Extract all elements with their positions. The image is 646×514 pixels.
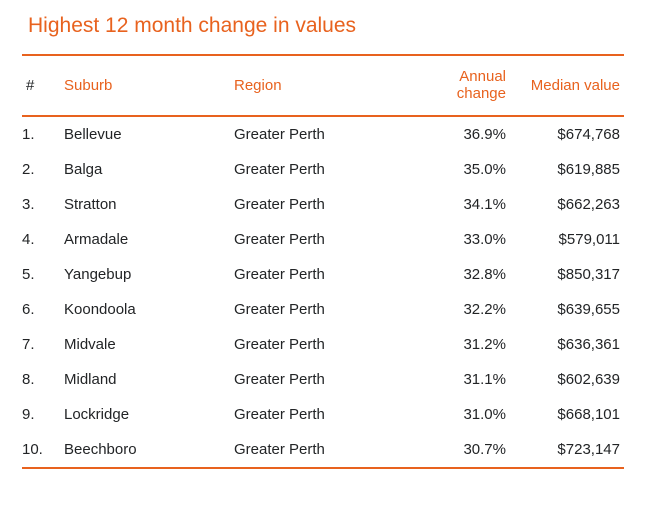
cell-median: $636,361 — [510, 327, 624, 362]
cell-region: Greater Perth — [230, 222, 410, 257]
cell-rank: 10. — [22, 432, 60, 468]
cell-suburb: Bellevue — [60, 116, 230, 152]
cell-change: 34.1% — [410, 187, 510, 222]
col-header-region: Region — [230, 55, 410, 116]
cell-median: $619,885 — [510, 152, 624, 187]
cell-suburb: Stratton — [60, 187, 230, 222]
cell-suburb: Armadale — [60, 222, 230, 257]
cell-change: 31.0% — [410, 397, 510, 432]
table-row: 9. Lockridge Greater Perth 31.0% $668,10… — [22, 397, 624, 432]
cell-change: 35.0% — [410, 152, 510, 187]
cell-rank: 1. — [22, 116, 60, 152]
cell-region: Greater Perth — [230, 187, 410, 222]
cell-rank: 2. — [22, 152, 60, 187]
col-header-rank: # — [22, 55, 60, 116]
cell-change: 36.9% — [410, 116, 510, 152]
cell-suburb: Balga — [60, 152, 230, 187]
table-row: 3. Stratton Greater Perth 34.1% $662,263 — [22, 187, 624, 222]
section-title: Highest 12 month change in values — [28, 14, 624, 38]
cell-region: Greater Perth — [230, 397, 410, 432]
cell-suburb: Midland — [60, 362, 230, 397]
report-section: Highest 12 month change in values # Subu… — [0, 0, 646, 481]
cell-median: $674,768 — [510, 116, 624, 152]
cell-median: $639,655 — [510, 292, 624, 327]
cell-median: $662,263 — [510, 187, 624, 222]
table-row: 8. Midland Greater Perth 31.1% $602,639 — [22, 362, 624, 397]
col-header-change: Annual change — [410, 55, 510, 116]
cell-change: 32.8% — [410, 257, 510, 292]
table-row: 1. Bellevue Greater Perth 36.9% $674,768 — [22, 116, 624, 152]
cell-region: Greater Perth — [230, 152, 410, 187]
col-header-suburb: Suburb — [60, 55, 230, 116]
cell-change: 32.2% — [410, 292, 510, 327]
cell-region: Greater Perth — [230, 116, 410, 152]
cell-change: 30.7% — [410, 432, 510, 468]
cell-region: Greater Perth — [230, 257, 410, 292]
cell-median: $850,317 — [510, 257, 624, 292]
values-table: # Suburb Region Annual change Median val… — [22, 54, 624, 469]
cell-rank: 8. — [22, 362, 60, 397]
cell-median: $723,147 — [510, 432, 624, 468]
table-body: 1. Bellevue Greater Perth 36.9% $674,768… — [22, 116, 624, 468]
cell-median: $668,101 — [510, 397, 624, 432]
cell-rank: 3. — [22, 187, 60, 222]
table-row: 6. Koondoola Greater Perth 32.2% $639,65… — [22, 292, 624, 327]
cell-region: Greater Perth — [230, 432, 410, 468]
cell-suburb: Midvale — [60, 327, 230, 362]
cell-suburb: Yangebup — [60, 257, 230, 292]
cell-change: 31.2% — [410, 327, 510, 362]
table-row: 5. Yangebup Greater Perth 32.8% $850,317 — [22, 257, 624, 292]
cell-region: Greater Perth — [230, 362, 410, 397]
cell-rank: 4. — [22, 222, 60, 257]
cell-change: 33.0% — [410, 222, 510, 257]
cell-suburb: Beechboro — [60, 432, 230, 468]
table-row: 10. Beechboro Greater Perth 30.7% $723,1… — [22, 432, 624, 468]
table-row: 7. Midvale Greater Perth 31.2% $636,361 — [22, 327, 624, 362]
cell-region: Greater Perth — [230, 292, 410, 327]
table-row: 4. Armadale Greater Perth 33.0% $579,011 — [22, 222, 624, 257]
cell-rank: 5. — [22, 257, 60, 292]
cell-suburb: Lockridge — [60, 397, 230, 432]
cell-median: $579,011 — [510, 222, 624, 257]
cell-region: Greater Perth — [230, 327, 410, 362]
col-header-median: Median value — [510, 55, 624, 116]
cell-rank: 6. — [22, 292, 60, 327]
cell-rank: 9. — [22, 397, 60, 432]
cell-suburb: Koondoola — [60, 292, 230, 327]
table-row: 2. Balga Greater Perth 35.0% $619,885 — [22, 152, 624, 187]
table-header-row: # Suburb Region Annual change Median val… — [22, 55, 624, 116]
cell-median: $602,639 — [510, 362, 624, 397]
cell-change: 31.1% — [410, 362, 510, 397]
cell-rank: 7. — [22, 327, 60, 362]
